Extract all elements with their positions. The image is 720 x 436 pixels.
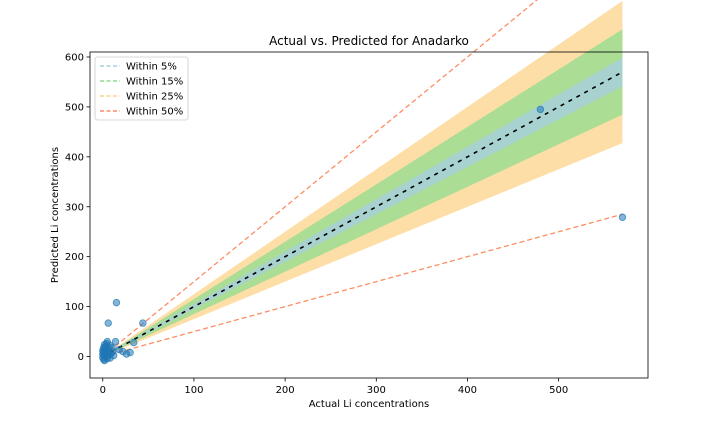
scatter-point (104, 344, 112, 353)
scatter-point (618, 213, 627, 221)
legend-label-within-5-: Within 5% (126, 62, 177, 73)
x-tick-label: 300 (367, 385, 386, 396)
chart-title: Actual vs. Predicted for Anadarko (269, 34, 469, 48)
band-within-15- (102, 29, 623, 357)
y-tick-label: 100 (65, 302, 84, 313)
scatter-points (99, 105, 627, 365)
band-within-50- (102, 0, 623, 358)
y-tick-label: 0 (78, 352, 84, 363)
band-area-within-25- (102, 0, 623, 357)
x-tick-label: 0 (100, 385, 106, 396)
scatter-point (111, 337, 120, 346)
axes-frame (89, 51, 649, 379)
x-tick-label: 100 (184, 385, 203, 396)
scatter-point (104, 319, 112, 327)
scatter-point (103, 354, 112, 363)
legend-label-within-25-: Within 25% (126, 92, 183, 103)
y-tick-label: 300 (65, 202, 84, 213)
scatter-point (139, 319, 147, 327)
y-axis-label: Predicted Li concentrations (50, 147, 61, 283)
x-tick-label: 200 (276, 385, 295, 396)
scatter-point (112, 298, 121, 307)
plot-area (99, 0, 627, 365)
axis-ticks: 0 100 200 300 400 500 0 100 200 300 400 500 600 (65, 52, 568, 396)
x-tick-label: 400 (458, 385, 477, 396)
legend-box (94, 56, 189, 121)
y-tick-label: 200 (65, 252, 84, 263)
y-tick-label: 600 (65, 52, 84, 63)
legend: Within 5% Within 15% Within 25% Within 50% (94, 56, 189, 121)
scatter-point (115, 345, 123, 354)
x-axis-label: Actual Li concentrations (309, 399, 430, 410)
y-tick-label: 400 (65, 152, 84, 163)
legend-label-within-50-: Within 50% (126, 107, 183, 118)
band-line-within-50--lower (102, 213, 623, 358)
band-within-25- (102, 0, 623, 357)
legend-label-within-15-: Within 15% (126, 77, 183, 88)
band-within-5- (102, 57, 623, 357)
band-area-within-5- (102, 57, 623, 357)
band-line-within-50--upper (102, 0, 538, 358)
scatter-point (536, 105, 545, 114)
x-tick-label: 500 (549, 385, 568, 396)
y-tick-label: 500 (65, 102, 84, 113)
band-area-within-15- (102, 29, 623, 357)
scatter-point (130, 338, 138, 347)
